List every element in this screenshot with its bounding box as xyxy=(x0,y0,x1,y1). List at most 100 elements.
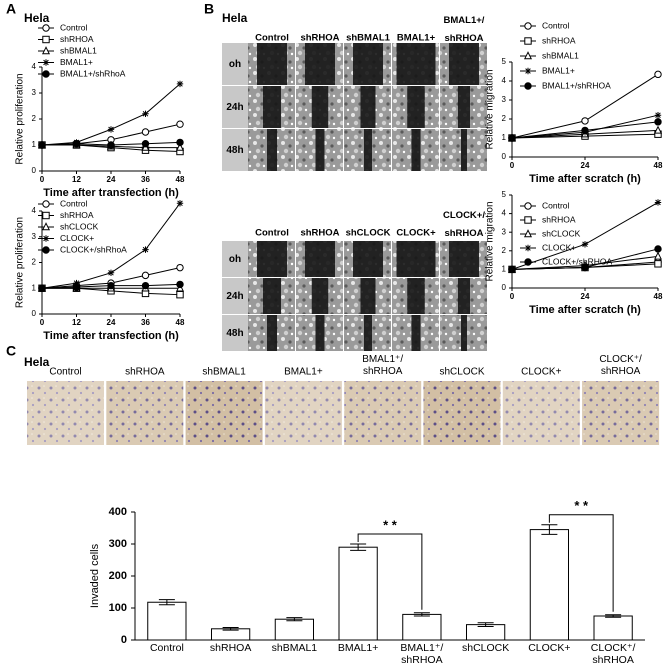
x-tick-label: CLOCK+ xyxy=(528,642,570,654)
y-tick-label: 0 xyxy=(121,634,127,646)
column-label: Control xyxy=(255,228,289,239)
y-tick-label: 3 xyxy=(32,232,37,241)
bar xyxy=(147,601,187,641)
legend-label: shBMAL1 xyxy=(542,50,579,60)
error-bar xyxy=(477,622,494,628)
bar xyxy=(529,529,569,641)
data-point xyxy=(508,134,516,142)
bar xyxy=(274,618,314,641)
scratch-gap xyxy=(461,315,467,351)
bar xyxy=(338,546,378,641)
y-tick-label: 5 xyxy=(502,190,507,199)
y-tick-label: 2 xyxy=(502,114,507,123)
legend-marker xyxy=(524,202,532,210)
scratch-gap xyxy=(263,278,281,314)
x-tick-label: shRHOA xyxy=(210,642,251,654)
legend-marker xyxy=(523,229,533,238)
data-point xyxy=(654,70,662,79)
legend-label: Control xyxy=(542,20,570,30)
data-point xyxy=(654,112,662,119)
x-tick-label: 36 xyxy=(141,175,150,184)
row-label-bg xyxy=(222,86,248,128)
x-tick-label: 0 xyxy=(510,161,515,170)
scratch-gap xyxy=(461,129,467,171)
image-label: CLOCK⁺/shRHOA xyxy=(599,354,642,377)
x-tick-label: 12 xyxy=(72,175,81,184)
y-tick-label: 4 xyxy=(32,62,37,71)
data-point xyxy=(581,117,589,125)
image-label: shRHOA xyxy=(125,367,165,378)
y-tick-label: 300 xyxy=(109,538,127,550)
x-tick-label: BMAL1⁺/shRHOA xyxy=(400,642,443,666)
x-axis-label: Time after transfection (h) xyxy=(43,187,179,199)
scratch-gap xyxy=(396,241,436,277)
data-point xyxy=(176,290,184,299)
data-point xyxy=(141,128,150,136)
legend-marker xyxy=(524,258,532,266)
scratch-gap xyxy=(411,129,421,171)
data-point xyxy=(581,263,589,272)
invasion-image xyxy=(185,381,263,445)
legend-label: shRHOA xyxy=(60,210,94,220)
legend-label: CLOCK+/shRhoA xyxy=(60,244,127,254)
scratch-gap xyxy=(353,241,383,277)
data-point xyxy=(581,241,589,248)
legend-label: shRHOA xyxy=(542,35,576,45)
invasion-image xyxy=(502,381,580,445)
scratch-gap xyxy=(263,86,281,128)
legend-label: shRHOA xyxy=(60,34,94,44)
y-tick-label: 1 xyxy=(502,265,507,274)
data-point xyxy=(107,281,115,290)
data-point xyxy=(654,260,662,268)
column-label: Control xyxy=(255,33,289,44)
data-point xyxy=(142,246,149,253)
x-axis-label: Time after scratch (h) xyxy=(529,173,641,185)
scratch-gap xyxy=(449,43,479,85)
data-point xyxy=(175,142,185,151)
scratch-gap xyxy=(267,129,277,171)
row-label-bg xyxy=(222,315,248,351)
legend-marker xyxy=(524,216,532,224)
legend-marker xyxy=(42,24,50,32)
scratch-gap xyxy=(364,129,372,171)
data-point xyxy=(176,263,184,272)
invasion-image xyxy=(344,381,422,445)
x-tick-label: 0 xyxy=(40,175,45,184)
y-tick-label: 0 xyxy=(32,309,37,318)
data-point xyxy=(176,120,184,128)
scratch-gap xyxy=(311,278,329,314)
legend-label: CLOCK+/shRHOA xyxy=(542,256,612,266)
y-tick-label: 5 xyxy=(502,57,507,66)
data-point xyxy=(653,251,663,260)
data-point xyxy=(141,281,150,290)
column-label: shRHOA xyxy=(300,33,339,44)
scratch-gap xyxy=(458,278,470,314)
scratch-gap xyxy=(257,43,287,85)
legend-label: shRHOA xyxy=(542,214,576,224)
x-axis-label: Time after scratch (h) xyxy=(529,304,641,316)
series-line xyxy=(41,83,181,146)
x-tick-label: 12 xyxy=(72,318,81,327)
y-axis-label: Relative proliferation xyxy=(15,217,26,308)
scratch-gap xyxy=(360,278,376,314)
legend-marker xyxy=(41,222,51,231)
panel-label: B xyxy=(204,1,214,17)
x-tick-label: 36 xyxy=(141,318,150,327)
data-point xyxy=(654,245,662,253)
y-axis-label: Invaded cells xyxy=(89,543,101,608)
bar xyxy=(402,613,442,641)
row-label-bg xyxy=(222,129,248,171)
column-label: BMAL1+/shRHOA xyxy=(444,15,485,44)
y-tick-label: 4 xyxy=(502,76,507,85)
x-tick-label: CLOCK⁺/shRHOA xyxy=(591,642,636,666)
cell-line: Hela xyxy=(24,11,50,25)
y-tick-label: 4 xyxy=(502,209,507,218)
image-label: shCLOCK xyxy=(439,367,484,378)
scratch-gap xyxy=(364,315,372,351)
x-tick-label: 48 xyxy=(654,292,663,301)
y-axis-label: Relative migration xyxy=(485,69,496,149)
data-point xyxy=(654,118,662,126)
scratch-gap xyxy=(267,315,277,351)
legend-marker xyxy=(42,59,50,66)
x-tick-label: 24 xyxy=(107,318,116,327)
